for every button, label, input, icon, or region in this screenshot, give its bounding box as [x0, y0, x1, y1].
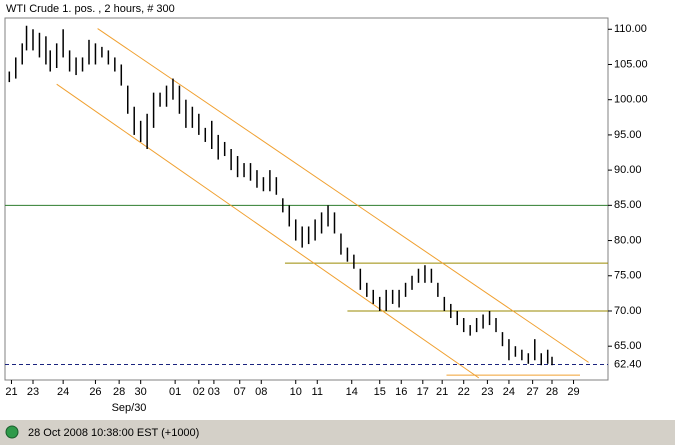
- x-tick-label: 15: [374, 386, 386, 398]
- x-tick-label: 24: [57, 386, 69, 398]
- x-tick-label: 27: [527, 386, 539, 398]
- x-tick-label: 29: [567, 386, 579, 398]
- y-tick-label: 95.00: [614, 129, 642, 141]
- y-tick-label: 75.00: [614, 270, 642, 282]
- x-tick-label: 07: [234, 386, 246, 398]
- x-tick-label: 28: [546, 386, 558, 398]
- x-tick-label: 23: [27, 386, 39, 398]
- status-icon: [5, 425, 19, 439]
- y-tick-label: 70.00: [614, 305, 642, 317]
- y-tick-label: 110.00: [614, 23, 647, 35]
- y-tick-label: 80.00: [614, 234, 642, 246]
- x-tick-label: 16: [395, 386, 407, 398]
- x-tick-label: 08: [255, 386, 267, 398]
- y-tick-label: 100.00: [614, 94, 648, 106]
- status-text: 28 Oct 2008 10:38:00 EST (+1000): [28, 427, 199, 439]
- chart-title: WTI Crude 1. pos. , 2 hours, # 300: [6, 3, 175, 15]
- y-tick-label: 85.00: [614, 199, 642, 211]
- x-tick-label: 21: [436, 386, 448, 398]
- x-tick-label: 26: [89, 386, 101, 398]
- x-tick-label: 21: [5, 386, 17, 398]
- y-tick-label: 90.00: [614, 164, 642, 176]
- x-tick-label: 02: [193, 386, 205, 398]
- x-tick-label: 30: [135, 386, 147, 398]
- x-tick-label: 14: [346, 386, 358, 398]
- y-tick-label: 105.00: [614, 58, 648, 70]
- chart-background: [0, 0, 675, 420]
- x-tick-label: 28: [113, 386, 125, 398]
- trend-line: [97, 28, 589, 363]
- plot-frame: [4, 17, 609, 381]
- trend-line: [56, 83, 480, 379]
- x-tick-label: 03: [208, 386, 220, 398]
- last-price-label: 62.40: [614, 358, 642, 370]
- x-tick-label: 01: [169, 386, 181, 398]
- x-tick-label: 11: [312, 386, 323, 398]
- x-tick-label: 23: [481, 386, 493, 398]
- y-tick-label: 65.00: [614, 340, 642, 352]
- x-tick-label: 10: [290, 386, 302, 398]
- month-label: Sep/30: [112, 402, 147, 414]
- x-tick-label: 24: [503, 386, 515, 398]
- x-tick-label: 22: [458, 386, 470, 398]
- x-tick-label: 17: [417, 386, 429, 398]
- status-bar: [0, 420, 675, 445]
